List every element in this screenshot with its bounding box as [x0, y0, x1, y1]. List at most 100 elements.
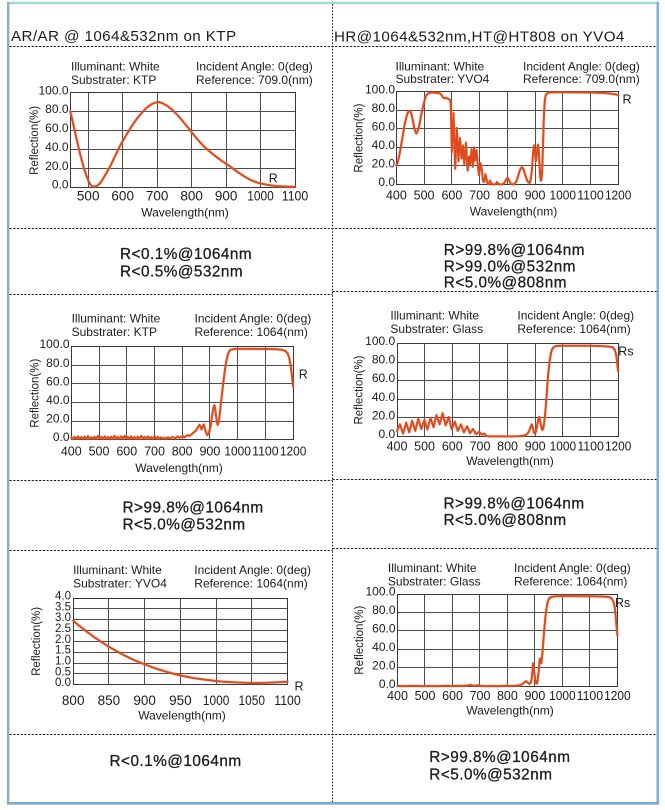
svg-text:Reference: 1064(nm): Reference: 1064(nm) — [195, 325, 308, 339]
svg-text:100.0: 100.0 — [365, 334, 395, 348]
svg-text:Reference: 709.0(nm): Reference: 709.0(nm) — [523, 72, 640, 86]
svg-text:Wavelength(nm): Wavelength(nm) — [466, 454, 554, 468]
svg-text:1000: 1000 — [549, 689, 576, 703]
svg-text:40.0: 40.0 — [372, 640, 396, 654]
svg-text:400: 400 — [386, 189, 407, 203]
svg-text:R>99.8%@1064nm: R>99.8%@1064nm — [123, 500, 264, 517]
svg-text:Reflection(%): Reflection(%) — [354, 103, 366, 172]
svg-text:R<5.0%@808nm: R<5.0%@808nm — [444, 512, 567, 529]
svg-text:Illuminant: White: Illuminant: White — [72, 312, 161, 326]
svg-text:800: 800 — [180, 189, 203, 204]
svg-text:80.0: 80.0 — [45, 102, 69, 116]
svg-text:0.0: 0.0 — [53, 430, 70, 444]
svg-text:Wavelength(nm): Wavelength(nm) — [470, 205, 558, 219]
svg-text:400: 400 — [387, 440, 408, 454]
svg-text:R<0.1%@1064nm: R<0.1%@1064nm — [120, 246, 252, 263]
svg-text:3.0: 3.0 — [55, 612, 71, 624]
svg-text:950: 950 — [169, 693, 192, 708]
svg-text:Illuminant: White: Illuminant: White — [71, 60, 160, 74]
svg-text:1000: 1000 — [247, 189, 274, 204]
svg-text:R<5.0%@808nm: R<5.0%@808nm — [444, 274, 567, 291]
svg-text:900: 900 — [133, 693, 156, 708]
svg-text:500: 500 — [414, 189, 435, 203]
svg-text:20.0: 20.0 — [46, 412, 70, 426]
svg-text:0.0: 0.0 — [52, 178, 69, 192]
svg-text:700: 700 — [146, 189, 169, 204]
svg-text:900: 900 — [525, 189, 546, 203]
svg-text:600: 600 — [442, 440, 463, 454]
svg-text:Wavelength(nm): Wavelength(nm) — [466, 704, 554, 718]
svg-text:0.0: 0.0 — [379, 677, 396, 691]
svg-text:1200: 1200 — [280, 445, 307, 459]
svg-text:Incident Angle: 0(deg): Incident Angle: 0(deg) — [514, 561, 631, 575]
svg-text:R<0.1%@1064nm: R<0.1%@1064nm — [110, 753, 242, 770]
svg-text:600: 600 — [441, 189, 462, 203]
svg-text:500: 500 — [89, 445, 110, 459]
svg-text:1000: 1000 — [550, 189, 577, 203]
svg-text:80.0: 80.0 — [372, 603, 396, 617]
svg-text:Illuminant: White: Illuminant: White — [390, 309, 479, 323]
svg-text:HR@1064&532nm,HT@HT808 on YVO4: HR@1064&532nm,HT@HT808 on YVO4 — [334, 29, 625, 46]
svg-text:60.0: 60.0 — [372, 119, 396, 133]
svg-text:20.0: 20.0 — [372, 156, 396, 170]
svg-text:Substrater: YVO4: Substrater: YVO4 — [396, 72, 490, 86]
svg-text:R<5.0%@532nm: R<5.0%@532nm — [429, 766, 552, 783]
svg-text:700: 700 — [470, 440, 491, 454]
svg-text:R: R — [299, 368, 308, 382]
svg-text:700: 700 — [469, 189, 490, 203]
svg-text:Reference: 1064(nm): Reference: 1064(nm) — [517, 322, 630, 336]
svg-text:850: 850 — [98, 693, 121, 708]
svg-text:0.5: 0.5 — [55, 666, 71, 678]
svg-text:Illuminant: White: Illuminant: White — [396, 60, 485, 74]
svg-text:1.5: 1.5 — [55, 645, 71, 657]
svg-text:600: 600 — [442, 689, 463, 703]
svg-text:R<5.0%@532nm: R<5.0%@532nm — [123, 517, 246, 534]
svg-text:Wavelength(nm): Wavelength(nm) — [138, 709, 226, 723]
svg-text:800: 800 — [172, 445, 193, 459]
svg-text:1100: 1100 — [252, 445, 279, 459]
svg-text:100.0: 100.0 — [38, 83, 68, 97]
svg-text:1100: 1100 — [274, 693, 301, 708]
svg-text:Substrater: KTP: Substrater: KTP — [72, 325, 157, 339]
svg-text:400: 400 — [61, 445, 82, 459]
svg-text:Incident Angle: 0(deg): Incident Angle: 0(deg) — [194, 563, 311, 577]
svg-text:Incident Angle: 0(deg): Incident Angle: 0(deg) — [195, 312, 312, 326]
svg-text:900: 900 — [215, 189, 238, 204]
svg-text:Illuminant: White: Illuminant: White — [73, 563, 162, 577]
svg-text:800: 800 — [497, 440, 518, 454]
svg-text:1.0: 1.0 — [55, 656, 71, 668]
svg-text:AR/AR @ 1064&532nm on KTP: AR/AR @ 1064&532nm on KTP — [11, 28, 237, 45]
svg-text:Wavelength(nm): Wavelength(nm) — [135, 461, 223, 475]
svg-text:100.0: 100.0 — [39, 337, 69, 351]
svg-text:100.0: 100.0 — [365, 82, 395, 96]
svg-text:20.0: 20.0 — [372, 408, 396, 422]
svg-text:R>99.8%@1064nm: R>99.8%@1064nm — [429, 749, 570, 766]
svg-text:Reflection(%): Reflection(%) — [29, 106, 41, 175]
svg-text:400: 400 — [387, 689, 408, 703]
svg-text:Wavelength(nm): Wavelength(nm) — [141, 206, 229, 220]
svg-text:1000: 1000 — [550, 440, 577, 454]
svg-text:Reference: 709.0(nm): Reference: 709.0(nm) — [196, 73, 313, 87]
svg-text:1100: 1100 — [577, 689, 604, 703]
svg-text:900: 900 — [524, 689, 545, 703]
svg-text:2.0: 2.0 — [55, 634, 71, 646]
svg-text:4.0: 4.0 — [55, 591, 71, 603]
svg-text:40.0: 40.0 — [372, 390, 396, 404]
svg-text:1050: 1050 — [239, 693, 266, 708]
svg-text:60.0: 60.0 — [372, 621, 396, 635]
svg-text:2.5: 2.5 — [55, 623, 71, 635]
svg-text:700: 700 — [470, 689, 491, 703]
svg-text:100.0: 100.0 — [365, 585, 395, 599]
svg-text:500: 500 — [77, 189, 100, 204]
svg-text:Substrater: Glass: Substrater: Glass — [390, 322, 483, 336]
svg-text:80.0: 80.0 — [372, 353, 396, 367]
svg-text:R: R — [295, 680, 304, 694]
svg-text:R: R — [623, 93, 632, 107]
svg-text:1100: 1100 — [577, 189, 604, 203]
svg-text:Reflection(%): Reflection(%) — [354, 355, 366, 424]
svg-text:Substrater: YVO4: Substrater: YVO4 — [73, 577, 167, 591]
svg-text:Reflection(%): Reflection(%) — [354, 606, 366, 675]
svg-text:1000: 1000 — [224, 445, 251, 459]
svg-text:3.5: 3.5 — [55, 601, 71, 613]
svg-text:1100: 1100 — [282, 189, 309, 204]
